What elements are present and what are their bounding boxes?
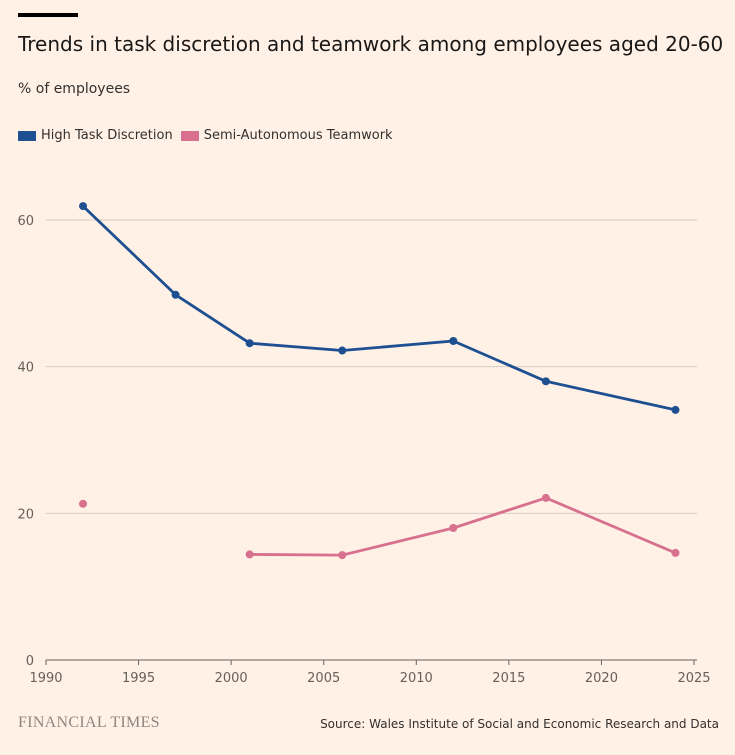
chart-subtitle: % of employees bbox=[18, 81, 131, 97]
chart-legend: High Task Discretion Semi-Autonomous Tea… bbox=[18, 126, 401, 146]
source-note: Source: Wales Institute of Social and Ec… bbox=[320, 717, 719, 731]
data-point-high-task-discretion-2006 bbox=[338, 346, 347, 355]
y-tick-label-20: 20 bbox=[17, 507, 34, 522]
data-point-high-task-discretion-2024 bbox=[671, 405, 680, 414]
x-tick-label-2005: 2005 bbox=[307, 671, 340, 686]
legend-swatch-semi-autonomous-teamwork bbox=[180, 131, 199, 141]
x-tick-label-2025: 2025 bbox=[677, 671, 710, 686]
ft-top-bar bbox=[18, 13, 78, 17]
data-point-high-task-discretion-1997 bbox=[171, 290, 180, 299]
x-tick-label-2000: 2000 bbox=[215, 671, 248, 686]
data-point-semi-autonomous-teamwork-2012 bbox=[449, 524, 458, 532]
data-point-high-task-discretion-2012 bbox=[449, 337, 458, 345]
x-tick-label-1995: 1995 bbox=[122, 671, 155, 686]
data-point-high-task-discretion-2017 bbox=[541, 377, 550, 386]
legend-label-high-task-discretion: High Task Discretion bbox=[41, 128, 173, 143]
legend-item-semi-autonomous-teamwork: Semi-Autonomous Teamwork bbox=[180, 126, 393, 146]
chart-title: Trends in task discretion and teamwork a… bbox=[18, 32, 724, 56]
data-point-high-task-discretion-1992 bbox=[79, 202, 88, 211]
x-tick-label-2015: 2015 bbox=[492, 671, 525, 686]
y-tick-label-0: 0 bbox=[26, 654, 34, 669]
legend-swatch-high-task-discretion bbox=[18, 131, 36, 141]
x-tick-label-2020: 2020 bbox=[585, 671, 618, 686]
y-tick-label-40: 40 bbox=[17, 361, 34, 376]
legend-label-semi-autonomous-teamwork: Semi-Autonomous Teamwork bbox=[203, 128, 393, 143]
data-point-semi-autonomous-teamwork-2024 bbox=[671, 548, 680, 557]
series-line-high-task-discretion-0 bbox=[81, 204, 677, 412]
data-point-semi-autonomous-teamwork-1992 bbox=[79, 499, 88, 508]
data-point-semi-autonomous-teamwork-2006 bbox=[338, 551, 347, 560]
data-point-semi-autonomous-teamwork-2001 bbox=[245, 550, 254, 559]
ft-logo: FINANCIAL TIMES bbox=[18, 714, 160, 731]
data-point-semi-autonomous-teamwork-2017 bbox=[541, 493, 550, 502]
y-tick-label-60: 60 bbox=[17, 214, 34, 229]
legend-item-high-task-discretion: High Task Discretion bbox=[18, 126, 173, 146]
data-point-high-task-discretion-2001 bbox=[245, 339, 254, 348]
series-line-semi-autonomous-teamwork-1 bbox=[248, 496, 677, 557]
x-tick-label-2010: 2010 bbox=[400, 671, 433, 686]
x-tick-label-1990: 1990 bbox=[29, 671, 62, 686]
